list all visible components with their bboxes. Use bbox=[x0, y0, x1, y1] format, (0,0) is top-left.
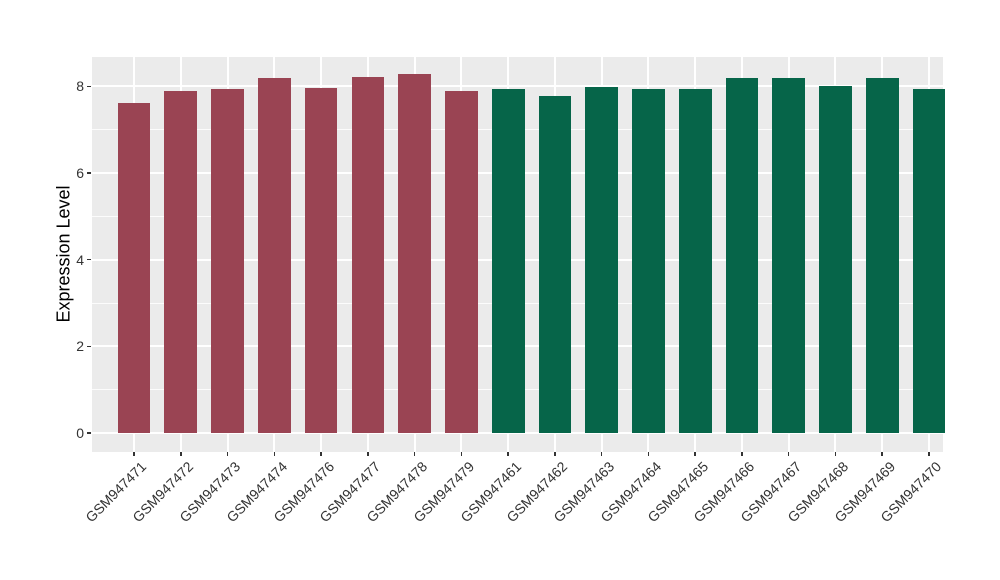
x-tick-mark bbox=[600, 452, 603, 456]
x-tick-mark bbox=[928, 452, 930, 456]
plot-panel bbox=[92, 57, 946, 452]
x-tick-mark bbox=[273, 452, 276, 456]
y-tick-label: 2 bbox=[76, 338, 84, 355]
x-tick-mark bbox=[881, 452, 883, 456]
x-tick-mark bbox=[507, 452, 509, 456]
x-tick-mark bbox=[460, 452, 463, 456]
y-tick-mark bbox=[87, 258, 91, 261]
x-tick-mark bbox=[320, 452, 322, 456]
x-tick-mark bbox=[647, 452, 650, 456]
bar-GSM947469 bbox=[865, 77, 899, 433]
bar-GSM947461 bbox=[491, 88, 525, 433]
x-tick-mark bbox=[741, 452, 743, 456]
bar-GSM947476 bbox=[304, 87, 338, 433]
bar-GSM947463 bbox=[585, 87, 619, 433]
y-tick-mark bbox=[87, 432, 91, 434]
x-tick-mark bbox=[226, 452, 229, 456]
bar-GSM947478 bbox=[398, 74, 431, 433]
x-tick-mark bbox=[834, 452, 837, 456]
x-tick-mark bbox=[787, 452, 790, 456]
y-tick-label: 4 bbox=[76, 251, 84, 268]
bar-GSM947474 bbox=[257, 77, 291, 433]
bar-GSM947464 bbox=[632, 88, 665, 433]
y-tick-label: 6 bbox=[76, 165, 84, 182]
y-tick-mark bbox=[87, 345, 91, 348]
y-tick-label: 8 bbox=[76, 78, 84, 95]
gridline-major bbox=[92, 85, 943, 88]
x-tick-mark bbox=[367, 452, 369, 456]
x-tick-mark bbox=[133, 452, 135, 456]
bar-GSM947479 bbox=[445, 91, 478, 433]
bar-GSM947468 bbox=[819, 85, 852, 433]
bar-GSM947465 bbox=[678, 88, 712, 433]
x-tick-mark bbox=[694, 452, 696, 456]
bar-GSM947473 bbox=[211, 88, 244, 433]
y-tick-label: 0 bbox=[76, 424, 84, 441]
y-tick-mark bbox=[87, 85, 91, 88]
bar-GSM947470 bbox=[912, 89, 946, 433]
bar-GSM947472 bbox=[164, 90, 198, 433]
bar-GSM947477 bbox=[351, 76, 385, 433]
bar-GSM947462 bbox=[538, 96, 572, 433]
y-tick-mark bbox=[87, 172, 91, 174]
x-tick-mark bbox=[180, 452, 182, 456]
bar-GSM947467 bbox=[772, 77, 806, 433]
bar-GSM947466 bbox=[725, 77, 759, 433]
gridline-major bbox=[92, 431, 943, 434]
x-tick-mark bbox=[554, 452, 556, 456]
x-tick-mark bbox=[413, 452, 416, 456]
bar-GSM947471 bbox=[117, 103, 151, 433]
